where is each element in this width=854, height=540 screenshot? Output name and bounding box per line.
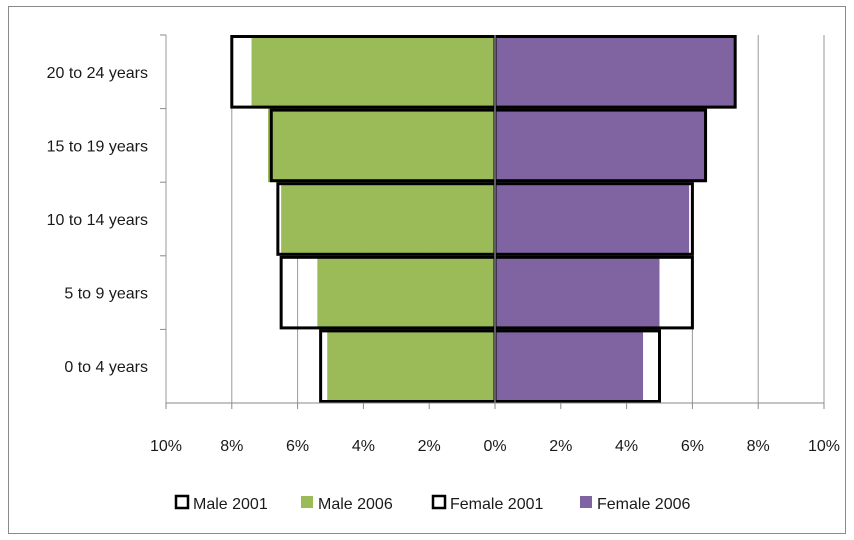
bar-female-2006: [495, 255, 660, 330]
bars: [230, 35, 737, 403]
legend-label: Male 2006: [318, 496, 393, 513]
category-label: 0 to 4 years: [64, 359, 148, 376]
x-tick-label: 10%: [808, 438, 840, 455]
legend-swatch: [174, 494, 190, 510]
category-label: 5 to 9 years: [64, 286, 148, 303]
x-tick-label: 8%: [747, 438, 770, 455]
x-tick-label: 2%: [418, 438, 441, 455]
legend-label: Female 2006: [597, 496, 690, 513]
bar-male-2006: [327, 329, 495, 403]
legend-swatch: [580, 496, 592, 508]
bar-male-2006: [281, 182, 495, 256]
legend-label: Male 2001: [193, 496, 268, 513]
bar-male-2006: [317, 255, 495, 330]
legend-swatch: [431, 494, 447, 510]
bar-female-2006: [495, 329, 644, 403]
x-tick-label: 8%: [220, 438, 243, 455]
x-tick-label: 10%: [150, 438, 182, 455]
x-tick-label: 6%: [681, 438, 704, 455]
legend-swatch: [301, 496, 313, 508]
bar-female-2006: [495, 35, 736, 109]
category-label: 20 to 24 years: [47, 65, 148, 82]
legend: Male 2001 Male 2006 Female 2001 Female 2006: [174, 494, 690, 513]
x-tick-label: 6%: [286, 438, 309, 455]
bar-male-2006: [267, 108, 495, 183]
legend-label: Female 2001: [450, 496, 543, 513]
x-tick-label: 0%: [483, 438, 506, 455]
x-tick-label: 4%: [352, 438, 375, 455]
x-tick-label: 4%: [615, 438, 638, 455]
bar-female-2006: [495, 182, 690, 256]
bar-female-2006: [495, 108, 706, 183]
axes: 10% 8% 6% 4% 2% 0% 2% 4% 6% 8% 10% 0 to 4 years 5 to…: [47, 34, 840, 455]
category-label: 10 to 14 years: [47, 212, 148, 229]
bar-male-2006: [251, 35, 495, 109]
x-tick-label: 2%: [549, 438, 572, 455]
category-label: 15 to 19 years: [47, 138, 148, 155]
